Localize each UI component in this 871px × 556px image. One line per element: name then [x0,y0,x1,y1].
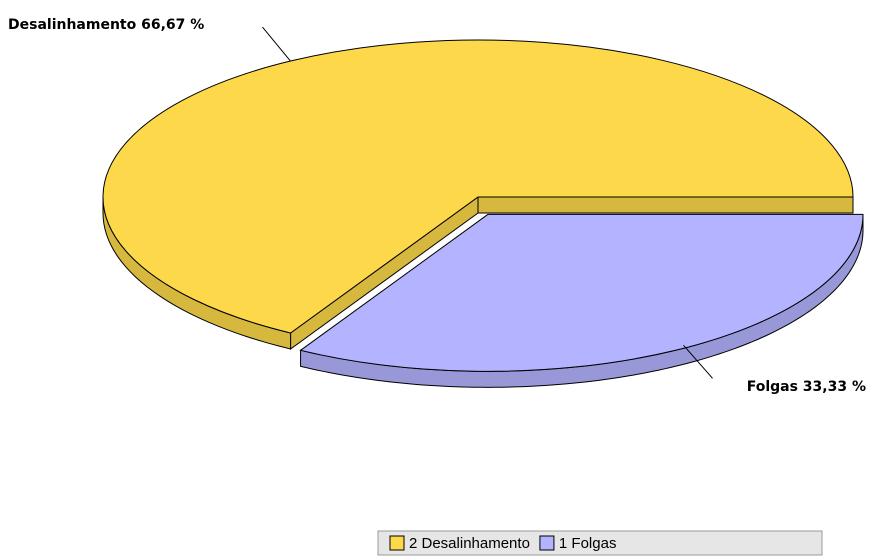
legend-box [377,530,823,556]
data-label: Folgas 33,33 % [747,379,866,395]
slice-side [477,196,854,214]
leader-line [683,344,713,379]
leader-line [262,26,291,62]
data-label: Desalinhamento 66,67 % [8,17,204,33]
legend-label: 1 Folgas [559,535,617,552]
legend-swatch [389,535,405,551]
pie [102,39,864,388]
slice [299,213,864,372]
legend-swatch [539,535,555,551]
legend-label: 2 Desalinhamento [409,535,530,552]
